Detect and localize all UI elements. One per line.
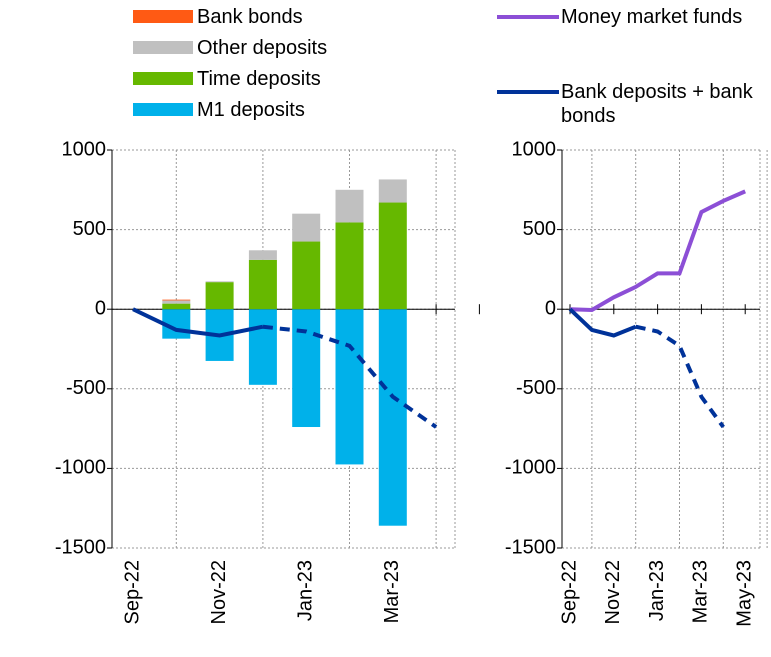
x-tick-label: Nov-22 <box>602 560 624 624</box>
x-tick-label: Mar-23 <box>381 560 403 623</box>
x-tick-label: Mar-23 <box>690 560 712 623</box>
line <box>262 324 438 429</box>
bar <box>335 309 364 465</box>
x-tick-label: Jan-23 <box>646 560 668 621</box>
y-tick-label: -1500 <box>55 536 106 558</box>
legend-swatch <box>497 15 559 19</box>
legend-entry: Bank deposits + bank bonds <box>497 80 767 128</box>
legend-entry: Money market funds <box>497 5 767 29</box>
legend-entry: M1 deposits <box>133 98 393 122</box>
legend-label: Bank bonds <box>197 6 303 28</box>
bar <box>162 299 191 301</box>
line <box>568 307 637 338</box>
bar <box>378 179 407 203</box>
legend-entry: Time deposits <box>133 67 393 91</box>
legend-swatch <box>133 72 193 85</box>
legend-label: Other deposits <box>197 37 328 59</box>
legend-swatch <box>133 10 193 23</box>
bar <box>205 281 234 283</box>
bar <box>205 282 234 310</box>
bar <box>248 250 277 260</box>
y-tick-label: 1000 <box>512 138 557 160</box>
x-tick-label: Jan-23 <box>294 560 316 621</box>
bar <box>335 222 364 310</box>
legend-label: M1 deposits <box>197 99 305 121</box>
x-tick-label: Sep-22 <box>121 560 143 625</box>
x-tick-label: May-23 <box>733 560 755 627</box>
y-tick-label: 500 <box>523 218 556 240</box>
y-tick-label: 500 <box>73 218 106 240</box>
y-tick-label: -1500 <box>505 536 556 558</box>
legend-entry: Bank bonds <box>133 5 393 29</box>
legend-label: Bank deposits + bank bonds <box>561 81 753 127</box>
bar <box>292 213 321 242</box>
y-tick-label: -500 <box>516 377 556 399</box>
y-tick-label: -1000 <box>505 457 556 479</box>
y-tick-label: 0 <box>95 297 106 319</box>
legend-swatch <box>133 41 193 54</box>
bar <box>292 309 321 428</box>
y-tick-label: 1000 <box>62 138 107 160</box>
legend-swatch <box>133 103 193 116</box>
y-tick-label: -500 <box>66 377 106 399</box>
x-tick-label: Sep-22 <box>558 560 580 625</box>
bar <box>292 241 321 310</box>
bar <box>335 189 364 223</box>
y-tick-label: 0 <box>545 297 556 319</box>
line <box>132 307 264 338</box>
bar <box>248 309 277 385</box>
bar <box>162 300 191 304</box>
bar <box>378 202 407 310</box>
legend-label: Money market funds <box>561 6 743 28</box>
y-tick-label: -1000 <box>55 457 106 479</box>
bar <box>378 309 407 526</box>
legend-swatch <box>497 90 559 94</box>
x-tick-label: Nov-22 <box>208 560 230 624</box>
line <box>569 189 746 313</box>
bar <box>162 303 191 310</box>
legend-entry: Other deposits <box>133 36 393 60</box>
legend-label: Time deposits <box>197 68 321 90</box>
bar <box>248 259 277 310</box>
